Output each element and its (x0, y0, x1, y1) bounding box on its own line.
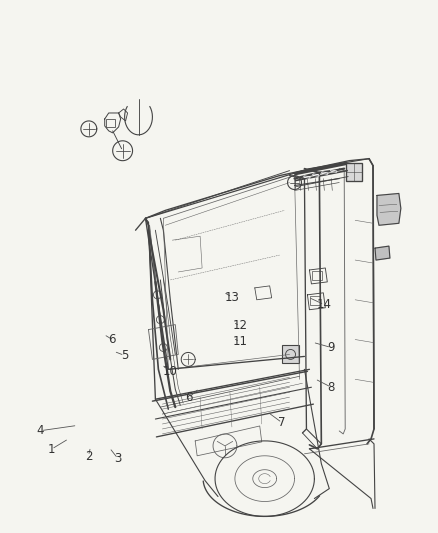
Text: 2: 2 (85, 450, 92, 463)
Text: 6: 6 (185, 391, 192, 405)
Text: 7: 7 (279, 416, 286, 429)
Polygon shape (377, 193, 401, 225)
Text: 6: 6 (109, 333, 116, 346)
Polygon shape (375, 246, 390, 260)
Text: 12: 12 (233, 319, 247, 332)
FancyBboxPatch shape (346, 163, 362, 181)
Text: 3: 3 (114, 453, 122, 465)
Text: 9: 9 (328, 341, 335, 354)
Text: 14: 14 (317, 298, 332, 311)
Text: 10: 10 (163, 365, 178, 378)
Text: 1: 1 (48, 443, 55, 456)
Text: 5: 5 (121, 349, 128, 362)
FancyBboxPatch shape (282, 345, 300, 364)
Text: 4: 4 (37, 424, 44, 437)
Text: 11: 11 (233, 335, 247, 348)
Text: 13: 13 (225, 290, 240, 304)
Text: 8: 8 (328, 381, 335, 394)
